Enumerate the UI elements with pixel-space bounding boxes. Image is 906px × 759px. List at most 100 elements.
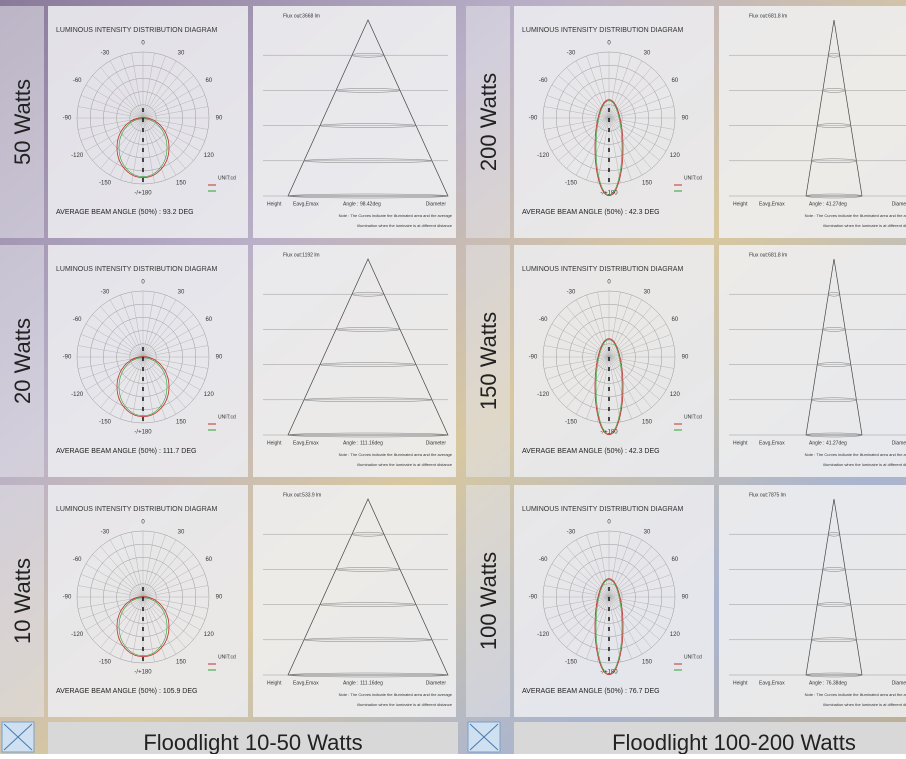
diameter-header: Diameter — [426, 680, 447, 686]
diameter-header: Diameter — [892, 440, 906, 446]
polar-spoke — [586, 596, 610, 660]
polar-spoke — [109, 596, 144, 655]
polar-label: -/+180 — [600, 670, 618, 676]
polar-label: 0 — [141, 41, 145, 47]
eavg-header: Eavg,Emax — [293, 201, 319, 207]
polar-spoke — [566, 546, 610, 598]
polar-spoke — [142, 334, 206, 358]
level-ellipse — [817, 362, 852, 367]
polar-spoke — [109, 539, 144, 598]
cone-panel — [253, 6, 456, 238]
level-ellipse — [805, 193, 863, 199]
level-ellipse — [805, 672, 863, 678]
eavg-header: Eavg,Emax — [759, 680, 785, 686]
level-ellipse — [811, 637, 857, 642]
cone-panel — [719, 245, 906, 477]
polar-spoke — [142, 596, 177, 655]
polar-spoke — [120, 117, 144, 181]
polar-spoke — [142, 323, 201, 358]
level-ellipse — [319, 602, 417, 607]
level-ellipse — [351, 53, 385, 58]
level-ellipse — [828, 53, 840, 58]
beam-angle: AVERAGE BEAM ANGLE (50%) : 42.3 DEG — [522, 448, 660, 455]
polar-label: -120 — [537, 392, 550, 398]
polar-label: -90 — [529, 116, 538, 122]
polar-label: -90 — [529, 355, 538, 361]
polar-spoke — [142, 75, 194, 119]
polar-spoke — [142, 563, 201, 598]
polar-spoke — [142, 291, 155, 358]
height-header: Height — [267, 201, 282, 207]
polar-spoke — [608, 294, 632, 358]
polar-spoke — [575, 356, 610, 415]
polar-label: 0 — [607, 280, 611, 286]
polar-spoke — [142, 106, 209, 119]
polar-label: 60 — [205, 317, 212, 323]
note-1: Note : The Curves indicate the illuminat… — [805, 452, 906, 457]
polar-spoke — [608, 117, 643, 176]
note-1: Note : The Curves indicate the illuminat… — [805, 213, 906, 218]
polar-label: 90 — [682, 595, 689, 601]
cone-panel — [253, 245, 456, 477]
polar-spoke — [85, 563, 144, 598]
level-ellipse — [287, 672, 449, 678]
polar-spoke — [608, 596, 621, 663]
polar-spoke — [77, 106, 144, 119]
polar-label: 120 — [204, 632, 215, 638]
polar-spoke — [546, 117, 610, 141]
polar-label: -60 — [73, 78, 82, 84]
polar-spoke — [543, 596, 610, 609]
polar-spoke — [608, 539, 643, 598]
polar-label: -150 — [99, 660, 112, 666]
polar-spoke — [80, 334, 144, 358]
polar-label: -90 — [529, 595, 538, 601]
polar-label: 150 — [176, 420, 187, 426]
caption: Floodlight 10-50 Watts — [143, 730, 362, 754]
polar-label: -60 — [73, 557, 82, 563]
polar-spoke — [120, 534, 144, 598]
caption: Floodlight 100-200 Watts — [612, 730, 856, 754]
cone-angle: Angle : 111.16deg — [343, 680, 383, 686]
polar-label: 30 — [178, 290, 185, 296]
cone-angle: Angle : 111.16deg — [343, 440, 383, 446]
polar-spoke — [80, 574, 144, 598]
level-ellipse — [811, 397, 857, 402]
level-ellipse — [822, 567, 846, 572]
watt-strip — [0, 485, 44, 717]
polar-spoke — [142, 356, 166, 420]
level-ellipse — [319, 123, 417, 128]
polar-label: -90 — [63, 355, 72, 361]
polar-spoke — [109, 60, 144, 119]
polar-label: -30 — [101, 51, 110, 57]
beam-angle: AVERAGE BEAM ANGLE (50%) : 93.2 DEG — [56, 209, 194, 216]
polar-spoke — [608, 356, 621, 423]
curve-c0 — [594, 338, 624, 436]
unit-label: UNIT:cd — [684, 175, 702, 181]
watt-strip — [466, 245, 510, 477]
eavg-header: Eavg,Emax — [759, 201, 785, 207]
curve-c90 — [595, 339, 623, 435]
polar-spoke — [142, 314, 194, 358]
watt-label: 20 Watts — [10, 318, 35, 404]
polar-spoke — [100, 356, 144, 408]
polar-label: 60 — [671, 557, 678, 563]
polar-spoke — [597, 531, 610, 598]
flux-label: Flux out:3668 lm — [283, 13, 320, 19]
polar-spoke — [85, 84, 144, 119]
polar-label: 150 — [642, 420, 653, 426]
polar-spoke — [92, 554, 144, 598]
cone-angle: Angle : 41.27deg — [809, 201, 847, 207]
polar-spoke — [142, 345, 209, 358]
height-header: Height — [267, 680, 282, 686]
watt-strip — [0, 245, 44, 477]
polar-label: -90 — [63, 595, 72, 601]
level-ellipse — [287, 193, 449, 199]
polar-spoke — [131, 596, 144, 663]
watt-label: 100 Watts — [476, 552, 501, 650]
polar-spoke — [566, 356, 610, 408]
polar-label: -60 — [539, 78, 548, 84]
polar-label: 150 — [642, 181, 653, 187]
polar-label: -150 — [565, 181, 578, 187]
level-ellipse — [287, 432, 449, 438]
polar-spoke — [131, 356, 144, 423]
